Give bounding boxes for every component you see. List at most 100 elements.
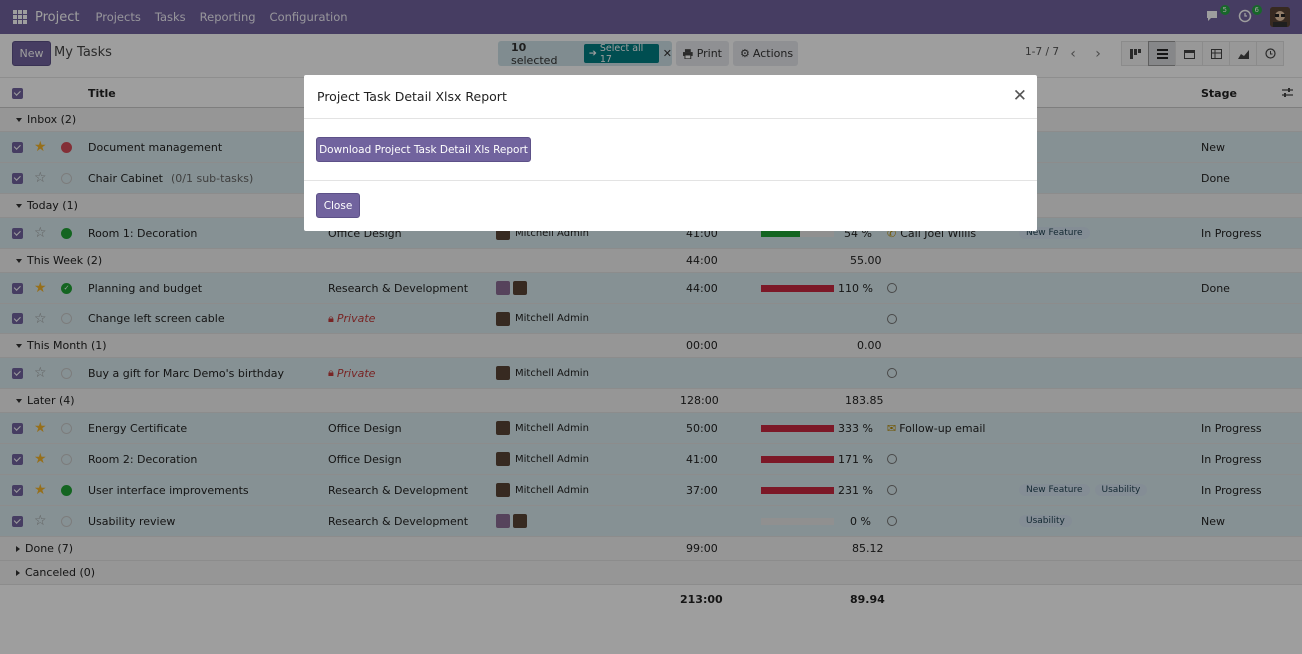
total-hours: 213:00 xyxy=(680,592,723,606)
pivot-view-icon[interactable] xyxy=(1202,41,1230,66)
task-stage: New xyxy=(1201,140,1225,154)
star-icon[interactable]: ★ xyxy=(34,451,47,467)
pager-value[interactable]: 1-7 / 7 xyxy=(1025,46,1060,58)
calendar-view-icon[interactable] xyxy=(1175,41,1203,66)
table-row[interactable]: ★ Room 2: Decoration Office Design Mitch… xyxy=(0,444,1302,475)
gear-icon: ⚙ xyxy=(740,47,750,60)
row-checkbox[interactable] xyxy=(12,227,23,239)
state-icon[interactable] xyxy=(61,422,72,434)
group-progress: 0.00 xyxy=(857,339,882,352)
task-title: User interface improvements xyxy=(88,483,249,497)
download-report-button[interactable]: Download Project Task Detail Xls Report xyxy=(316,137,531,162)
group-this-month[interactable]: This Month (1) 00:00 0.00 xyxy=(0,334,1302,358)
group-label: Later (4) xyxy=(27,394,75,407)
state-icon[interactable] xyxy=(61,172,72,184)
pager-next-icon[interactable]: › xyxy=(1095,45,1101,62)
progress-label: 333 % xyxy=(838,421,873,435)
star-icon[interactable]: ☆ xyxy=(34,225,47,241)
activity-view-icon[interactable] xyxy=(1256,41,1284,66)
row-checkbox[interactable] xyxy=(12,282,23,294)
column-title[interactable]: Title xyxy=(88,86,116,100)
clock-icon[interactable] xyxy=(887,454,897,464)
star-icon[interactable]: ☆ xyxy=(34,170,47,186)
ready-state-icon[interactable] xyxy=(61,484,72,496)
table-row[interactable]: ★ User interface improvements Research &… xyxy=(0,475,1302,506)
table-row[interactable]: ☆ Usability review Research & Developmen… xyxy=(0,506,1302,537)
task-title: Change left screen cable xyxy=(88,312,225,325)
allocated-hours: 50:00 xyxy=(686,421,718,435)
group-later[interactable]: Later (4) 128:00 183.85 xyxy=(0,389,1302,413)
clock-icon[interactable] xyxy=(887,283,897,293)
table-row[interactable]: ★ Energy Certificate Office Design Mitch… xyxy=(0,413,1302,444)
row-checkbox[interactable] xyxy=(12,484,23,496)
print-button[interactable]: Print xyxy=(676,41,729,66)
star-icon[interactable]: ☆ xyxy=(34,310,47,327)
state-icon[interactable] xyxy=(61,313,72,324)
progress-bar xyxy=(761,229,834,237)
star-icon[interactable]: ★ xyxy=(34,420,47,436)
state-icon[interactable] xyxy=(61,453,72,465)
blocked-state-icon[interactable] xyxy=(61,141,72,153)
group-hours: 44:00 xyxy=(686,254,718,267)
state-icon[interactable] xyxy=(61,367,72,379)
star-icon[interactable]: ☆ xyxy=(34,365,47,381)
table-row[interactable]: ☆ Buy a gift for Marc Demo's birthday 🔒︎… xyxy=(0,358,1302,389)
column-stage[interactable]: Stage xyxy=(1201,86,1237,100)
table-row[interactable]: ★ ✓ Planning and budget Research & Devel… xyxy=(0,273,1302,304)
menu-projects[interactable]: Projects xyxy=(95,10,141,24)
apps-menu-icon[interactable] xyxy=(13,10,27,24)
print-icon xyxy=(683,48,693,59)
clock-icon[interactable] xyxy=(887,485,897,495)
task-stage: New xyxy=(1201,514,1225,528)
group-progress: 183.85 xyxy=(845,394,884,407)
star-icon[interactable]: ★ xyxy=(34,482,47,498)
task-stage: Done xyxy=(1201,281,1230,295)
clock-icon[interactable] xyxy=(887,368,897,378)
table-row[interactable]: ☆ Change left screen cable 🔒︎ Private Mit… xyxy=(0,304,1302,334)
row-checkbox[interactable] xyxy=(12,172,23,184)
star-icon[interactable]: ★ xyxy=(34,139,47,155)
clock-icon[interactable] xyxy=(887,313,897,324)
row-checkbox[interactable] xyxy=(12,367,23,379)
group-done[interactable]: Done (7) 99:00 85.12 xyxy=(0,537,1302,561)
chat-icon[interactable]: 5 xyxy=(1206,5,1230,25)
new-button[interactable]: New xyxy=(12,41,51,66)
done-state-icon[interactable]: ✓ xyxy=(61,282,72,294)
select-all-checkbox[interactable] xyxy=(12,87,23,99)
ready-state-icon[interactable] xyxy=(61,227,72,239)
star-icon[interactable]: ★ xyxy=(34,280,47,296)
clock-icon[interactable] xyxy=(887,516,897,526)
menu-tasks[interactable]: Tasks xyxy=(154,10,186,24)
lock-icon: 🔒︎ xyxy=(328,366,334,379)
state-icon[interactable] xyxy=(61,515,72,527)
task-title: Room 2: Decoration xyxy=(88,452,198,466)
activity-clock-icon[interactable]: 6 xyxy=(1238,5,1262,25)
star-icon[interactable]: ☆ xyxy=(34,513,47,529)
avatar xyxy=(496,311,510,326)
select-all-button[interactable]: ➔ Select all 17 xyxy=(583,43,659,65)
optional-columns-icon[interactable] xyxy=(1282,79,1293,107)
actions-button[interactable]: ⚙ Actions xyxy=(733,41,798,66)
row-checkbox[interactable] xyxy=(12,313,23,324)
graph-view-icon[interactable] xyxy=(1229,41,1257,66)
close-icon[interactable]: ✕ xyxy=(1012,86,1027,106)
group-this-week[interactable]: This Week (2) 44:00 55.00 xyxy=(0,249,1302,273)
activity-summary[interactable]: Follow-up email xyxy=(899,421,986,435)
group-canceled[interactable]: Canceled (0) xyxy=(0,561,1302,585)
menu-reporting[interactable]: Reporting xyxy=(199,10,256,24)
pager-previous-icon[interactable]: ‹ xyxy=(1070,45,1076,62)
row-checkbox[interactable] xyxy=(12,141,23,153)
user-avatar[interactable] xyxy=(1270,7,1290,27)
kanban-view-icon[interactable] xyxy=(1121,41,1149,66)
task-project: Private xyxy=(336,312,376,325)
menu-configuration[interactable]: Configuration xyxy=(269,10,348,24)
progress-bar xyxy=(761,284,834,292)
row-checkbox[interactable] xyxy=(12,422,23,434)
app-brand[interactable]: Project xyxy=(35,9,80,25)
lock-icon: 🔒︎ xyxy=(328,311,334,325)
row-checkbox[interactable] xyxy=(12,515,23,527)
group-progress: 55.00 xyxy=(850,254,882,267)
unselect-icon[interactable]: ✕ xyxy=(662,47,672,60)
close-button[interactable]: Close xyxy=(316,193,360,218)
row-checkbox[interactable] xyxy=(12,453,23,465)
